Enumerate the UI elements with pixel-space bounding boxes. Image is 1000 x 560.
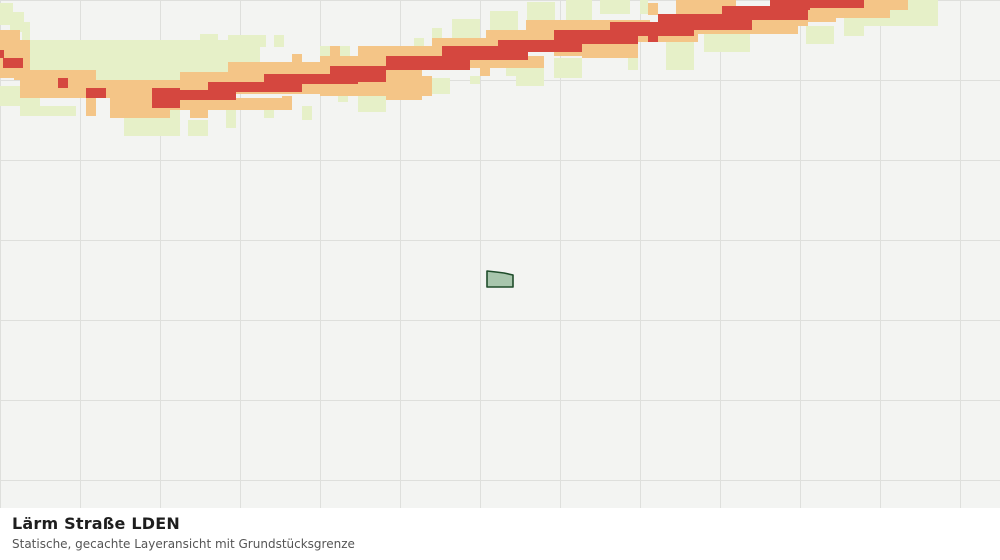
noise-cell-low (200, 34, 218, 46)
noise-layer (0, 0, 938, 136)
noise-cell-high (152, 88, 180, 108)
noise-cell-low (12, 96, 40, 106)
noise-cell-high (0, 50, 4, 58)
noise-cell-low (554, 58, 582, 78)
noise-cell-mid (582, 40, 638, 58)
noise-cell-low (666, 40, 694, 70)
noise-cell-low (0, 3, 13, 25)
noise-cell-mid (442, 58, 540, 68)
noise-cell-low (320, 46, 330, 56)
noise-cell-high (648, 28, 658, 42)
noise-cell-low (414, 38, 424, 50)
noise-cell-low (358, 92, 386, 112)
noise-cell-mid (330, 46, 340, 58)
noise-cell-low (600, 0, 630, 14)
noise-cell-low (566, 0, 592, 20)
map-caption: Lärm Straße LDEN Statische, gecachte Lay… (0, 508, 1000, 560)
noise-cell-low (228, 35, 266, 47)
noise-cell-mid (638, 32, 698, 42)
noise-cell-mid (190, 100, 208, 118)
noise-cell-low (264, 106, 274, 118)
noise-cell-low (628, 50, 638, 70)
noise-cell-mid (648, 3, 658, 15)
noise-cell-low (10, 12, 24, 32)
noise-cell-low (274, 35, 284, 47)
noise-cell-mid (40, 80, 100, 96)
noise-cell-low (226, 110, 236, 128)
noise-cell-low (527, 2, 555, 22)
noise-cell-low (704, 30, 750, 52)
noise-cell-low (188, 120, 208, 136)
noise-cell-high (208, 82, 302, 92)
noise-cell-low (908, 0, 938, 26)
noise-cell-mid (880, 0, 908, 10)
noise-cell-mid (292, 54, 302, 68)
layer-subtitle: Statische, gecachte Layeransicht mit Gru… (12, 537, 355, 551)
parcel-boundary[interactable] (486, 270, 514, 288)
noise-cell-high (770, 0, 810, 10)
noise-cell-low (470, 76, 480, 84)
noise-cell-low (20, 106, 76, 116)
noise-cell-low (506, 66, 516, 76)
noise-cell-low (432, 78, 450, 94)
parcel-layer (486, 270, 514, 288)
noise-cell-mid (480, 58, 490, 76)
map-view[interactable] (0, 0, 1000, 508)
noise-cell-high (86, 88, 106, 98)
map-canvas[interactable] (0, 0, 1000, 508)
noise-cell-high (3, 58, 23, 68)
noise-cell-low (806, 26, 834, 44)
noise-cell-low (490, 11, 518, 31)
noise-band-high (0, 0, 864, 108)
noise-cell-low (844, 16, 864, 36)
layer-title: Lärm Straße LDEN (12, 514, 180, 533)
noise-cell-low (22, 22, 30, 42)
noise-cell-low (452, 19, 480, 39)
noise-cell-high (800, 0, 864, 8)
noise-cell-low (340, 46, 350, 56)
noise-cell-low (302, 106, 312, 120)
noise-cell-low (432, 28, 442, 38)
noise-cell-high (330, 66, 386, 82)
noise-cell-high (264, 74, 358, 84)
noise-cell-mid (282, 96, 292, 110)
noise-cell-high (58, 78, 68, 88)
noise-cell-mid (86, 96, 96, 116)
noise-cell-mid (386, 70, 422, 100)
noise-cell-low (640, 0, 648, 14)
noise-cell-high (176, 90, 236, 100)
noise-cell-low (516, 68, 544, 86)
